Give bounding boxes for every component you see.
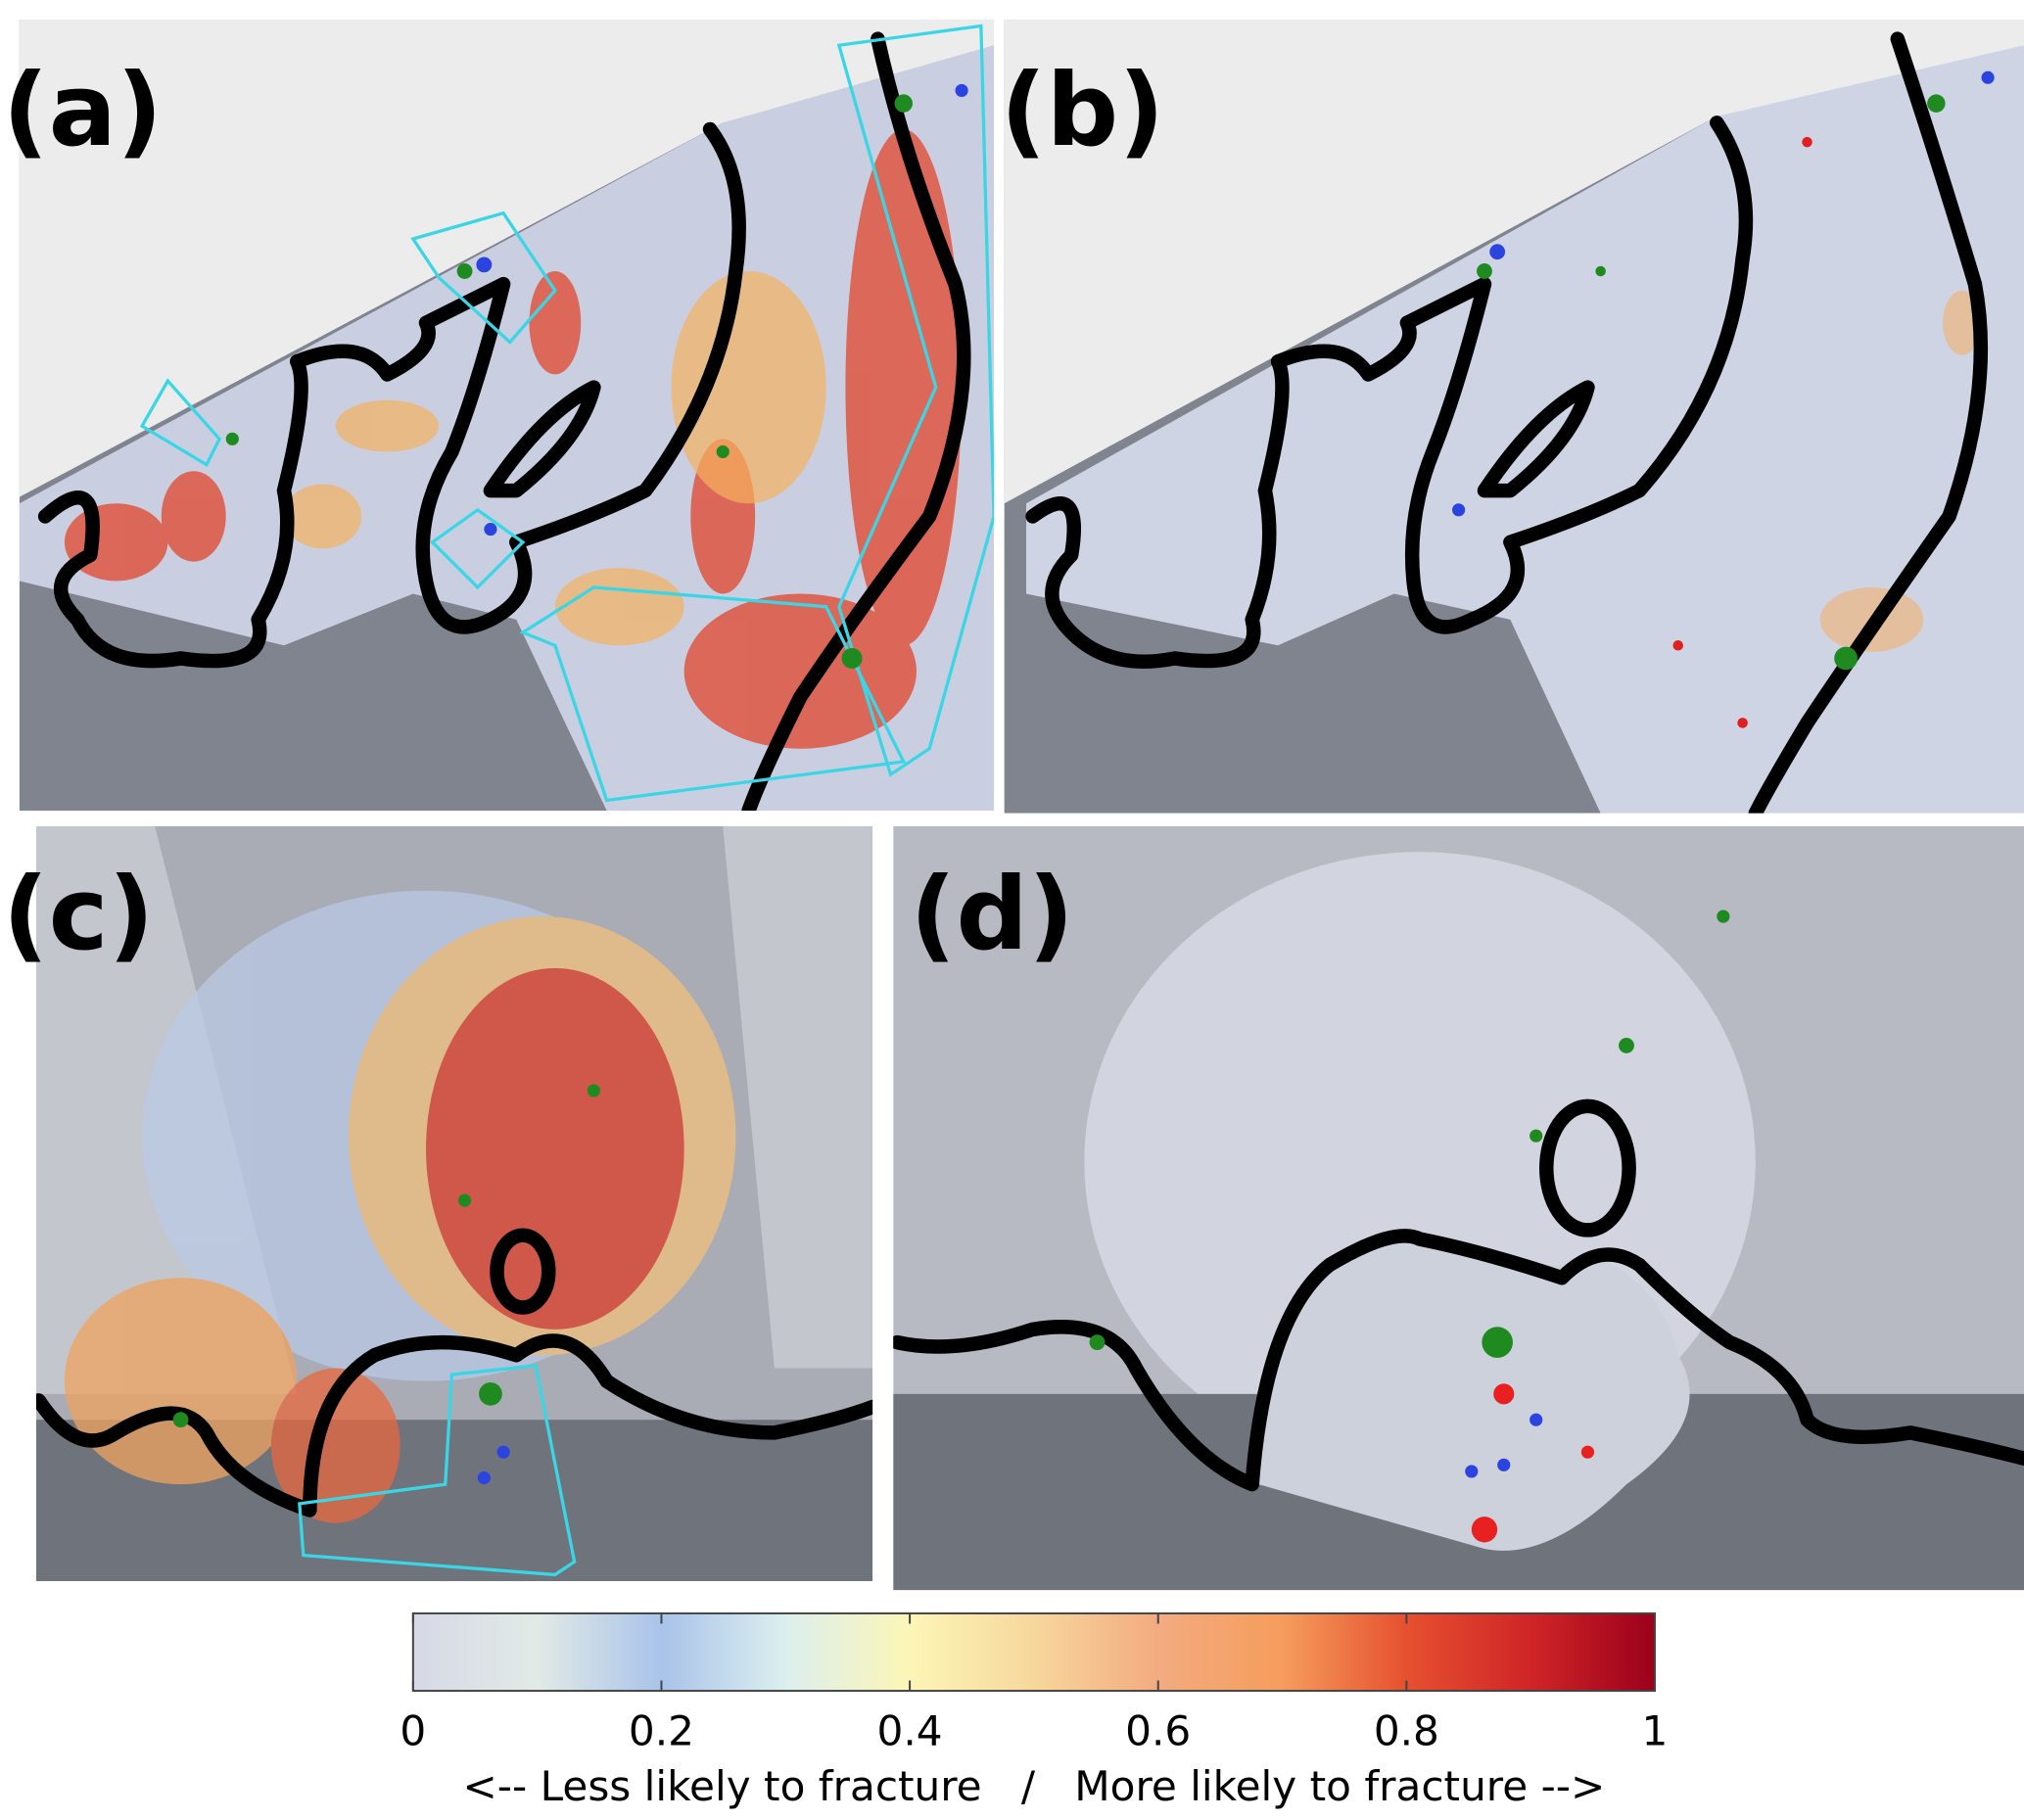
map-panel-b-shape-shape bbox=[1927, 94, 1946, 113]
map-panel-b-shape-shape bbox=[1802, 136, 1812, 148]
map-panel-c-shape bbox=[477, 1445, 510, 1485]
map-panel-b-shape bbox=[1748, 31, 1989, 814]
map-panel-c-shape-shape bbox=[457, 1193, 472, 1207]
map-panel-d-shape-shape bbox=[1493, 1383, 1515, 1405]
map-panel-d-shape-shape bbox=[1530, 1413, 1543, 1426]
map-panel-a-shape bbox=[225, 94, 913, 669]
map-panel-a-shape-shape bbox=[284, 484, 362, 549]
map-panel-c-shape-shape bbox=[64, 1278, 298, 1485]
map-panel-a-shape bbox=[19, 19, 995, 497]
map-panel-a-shape-shape bbox=[456, 263, 473, 279]
colorbar: 0 0.2 0.4 0.6 0.8 1 <-- Less likely to fractur… bbox=[400, 1611, 1669, 1810]
map-panel-d-shape-shape bbox=[1717, 910, 1730, 923]
map-panel-a-shape bbox=[139, 378, 222, 468]
map-panel-b-shape bbox=[1477, 380, 1595, 498]
map-panel-b-shape bbox=[1025, 116, 1754, 669]
map-panel-a-shape-shape bbox=[484, 523, 497, 537]
colorbar-tick-label: 0.4 bbox=[877, 1706, 943, 1754]
panel-label: (b) bbox=[1001, 53, 1165, 169]
map-panel-b-shape bbox=[1672, 136, 1812, 728]
map-panel-a-shape bbox=[836, 23, 995, 777]
map-panel-c-shape-shape bbox=[477, 1470, 491, 1485]
map-panel-a-shape bbox=[430, 507, 526, 590]
map-panel-b-shape bbox=[1452, 70, 1995, 517]
map-panel-c-shape bbox=[35, 1333, 873, 1517]
colorbar-tick-label: 0 bbox=[400, 1706, 426, 1754]
map-panel-a-shape-shape bbox=[161, 471, 226, 562]
map-panel-a-shape bbox=[410, 210, 557, 345]
map-panel-a-shape-shape bbox=[225, 432, 239, 445]
map-panel-a-shape-shape bbox=[894, 94, 913, 113]
map-panel-d-shape bbox=[1539, 1098, 1636, 1237]
map-panel-a-shape bbox=[741, 31, 971, 811]
map-panel-b-shape-shape bbox=[1981, 70, 1995, 84]
colorbar-label: <-- Less likely to fracture / More likel… bbox=[462, 1762, 1605, 1810]
map-panel-a-shape bbox=[284, 270, 826, 646]
map-panel-a-shape bbox=[483, 380, 601, 498]
map-panel-b-shape-shape bbox=[1477, 263, 1492, 279]
map-panel-c-shape-shape bbox=[270, 1368, 400, 1523]
map-panel-b-shape-shape bbox=[1834, 646, 1858, 671]
colorbar-tick-label: 0.8 bbox=[1374, 1706, 1439, 1754]
map-panel-a-shape-shape bbox=[716, 444, 730, 459]
map-panel-a-shape-shape bbox=[554, 568, 684, 646]
map-panel-d-shape bbox=[1465, 1413, 1543, 1478]
map-panel-a-shape-shape bbox=[476, 257, 493, 273]
map-panel-a-shape bbox=[519, 585, 907, 803]
map-panel-d-shape bbox=[1471, 1383, 1595, 1543]
map-panel-d-shape-shape bbox=[1497, 1458, 1511, 1471]
colorbar-tick-label: 1 bbox=[1642, 1706, 1669, 1754]
map-panel-c-shape bbox=[172, 1084, 600, 1428]
map-panel-b-shape-shape bbox=[1489, 244, 1506, 260]
map-panel-c-shape bbox=[723, 825, 873, 1369]
colorbar-tick-label: 0.6 bbox=[1125, 1706, 1191, 1754]
map-panel-b bbox=[1004, 19, 2024, 814]
map-panel-a bbox=[19, 19, 995, 811]
map-panel-c-shape-shape bbox=[172, 1412, 189, 1428]
map-panel-c-shape-shape bbox=[496, 1445, 510, 1459]
map-panel-d-shape-shape bbox=[1465, 1465, 1479, 1478]
map-panel-a-shape bbox=[476, 83, 968, 537]
map-panel-d-shape bbox=[893, 1229, 2024, 1492]
map-panel-d-shape bbox=[1089, 910, 1730, 1358]
map-panel-d-shape-shape bbox=[1089, 1334, 1106, 1351]
map-panel-c bbox=[35, 825, 873, 1581]
map-panel-b-shape bbox=[1477, 94, 1946, 671]
map-panel-c-shape bbox=[490, 1228, 556, 1315]
panel-label: (c) bbox=[3, 857, 155, 973]
panel-label: (d) bbox=[910, 857, 1074, 973]
map-panel-a-shape-shape bbox=[671, 270, 826, 504]
map-panel-d-shape-shape bbox=[1619, 1038, 1634, 1053]
map-panel-a-shape-shape bbox=[845, 128, 963, 646]
map-panel-c-shape-shape bbox=[479, 1381, 502, 1406]
map-panel-d-shape bbox=[1258, 1238, 1690, 1551]
map-panel-d-shape-shape bbox=[1471, 1517, 1498, 1543]
map-panel-a-shape-shape bbox=[335, 399, 440, 452]
map-panel-d bbox=[893, 825, 2024, 1591]
map-panel-d-shape-shape bbox=[1530, 1129, 1543, 1143]
map-panel-b-shape-shape bbox=[1737, 718, 1748, 728]
map-panel-a-shape bbox=[37, 121, 746, 669]
map-panel-b-shape-shape bbox=[1672, 639, 1683, 651]
colorbar-tick-label: 0.2 bbox=[629, 1706, 694, 1754]
colorbar-bar bbox=[411, 1611, 1656, 1693]
map-panel-c-shape-shape bbox=[587, 1084, 600, 1097]
map-panel-b-shape bbox=[1004, 19, 2024, 504]
map-panel-d-shape-shape bbox=[1482, 1327, 1513, 1358]
map-panel-a-shape-shape bbox=[683, 593, 917, 749]
map-panel-c-shape bbox=[64, 890, 736, 1523]
map-panel-a-shape-shape bbox=[841, 647, 863, 669]
map-panel-c-shape-shape bbox=[426, 967, 684, 1330]
map-panel-b-shape-shape bbox=[1595, 265, 1606, 277]
map-panel-c-shape bbox=[298, 1364, 577, 1577]
map-panel-a-shape-shape bbox=[955, 83, 968, 98]
map-panel-b-shape-shape bbox=[1452, 503, 1466, 517]
map-panel-a-shape-shape bbox=[529, 270, 582, 375]
panel-label: (a) bbox=[3, 53, 163, 169]
map-panel-d-shape-shape bbox=[1580, 1445, 1595, 1459]
